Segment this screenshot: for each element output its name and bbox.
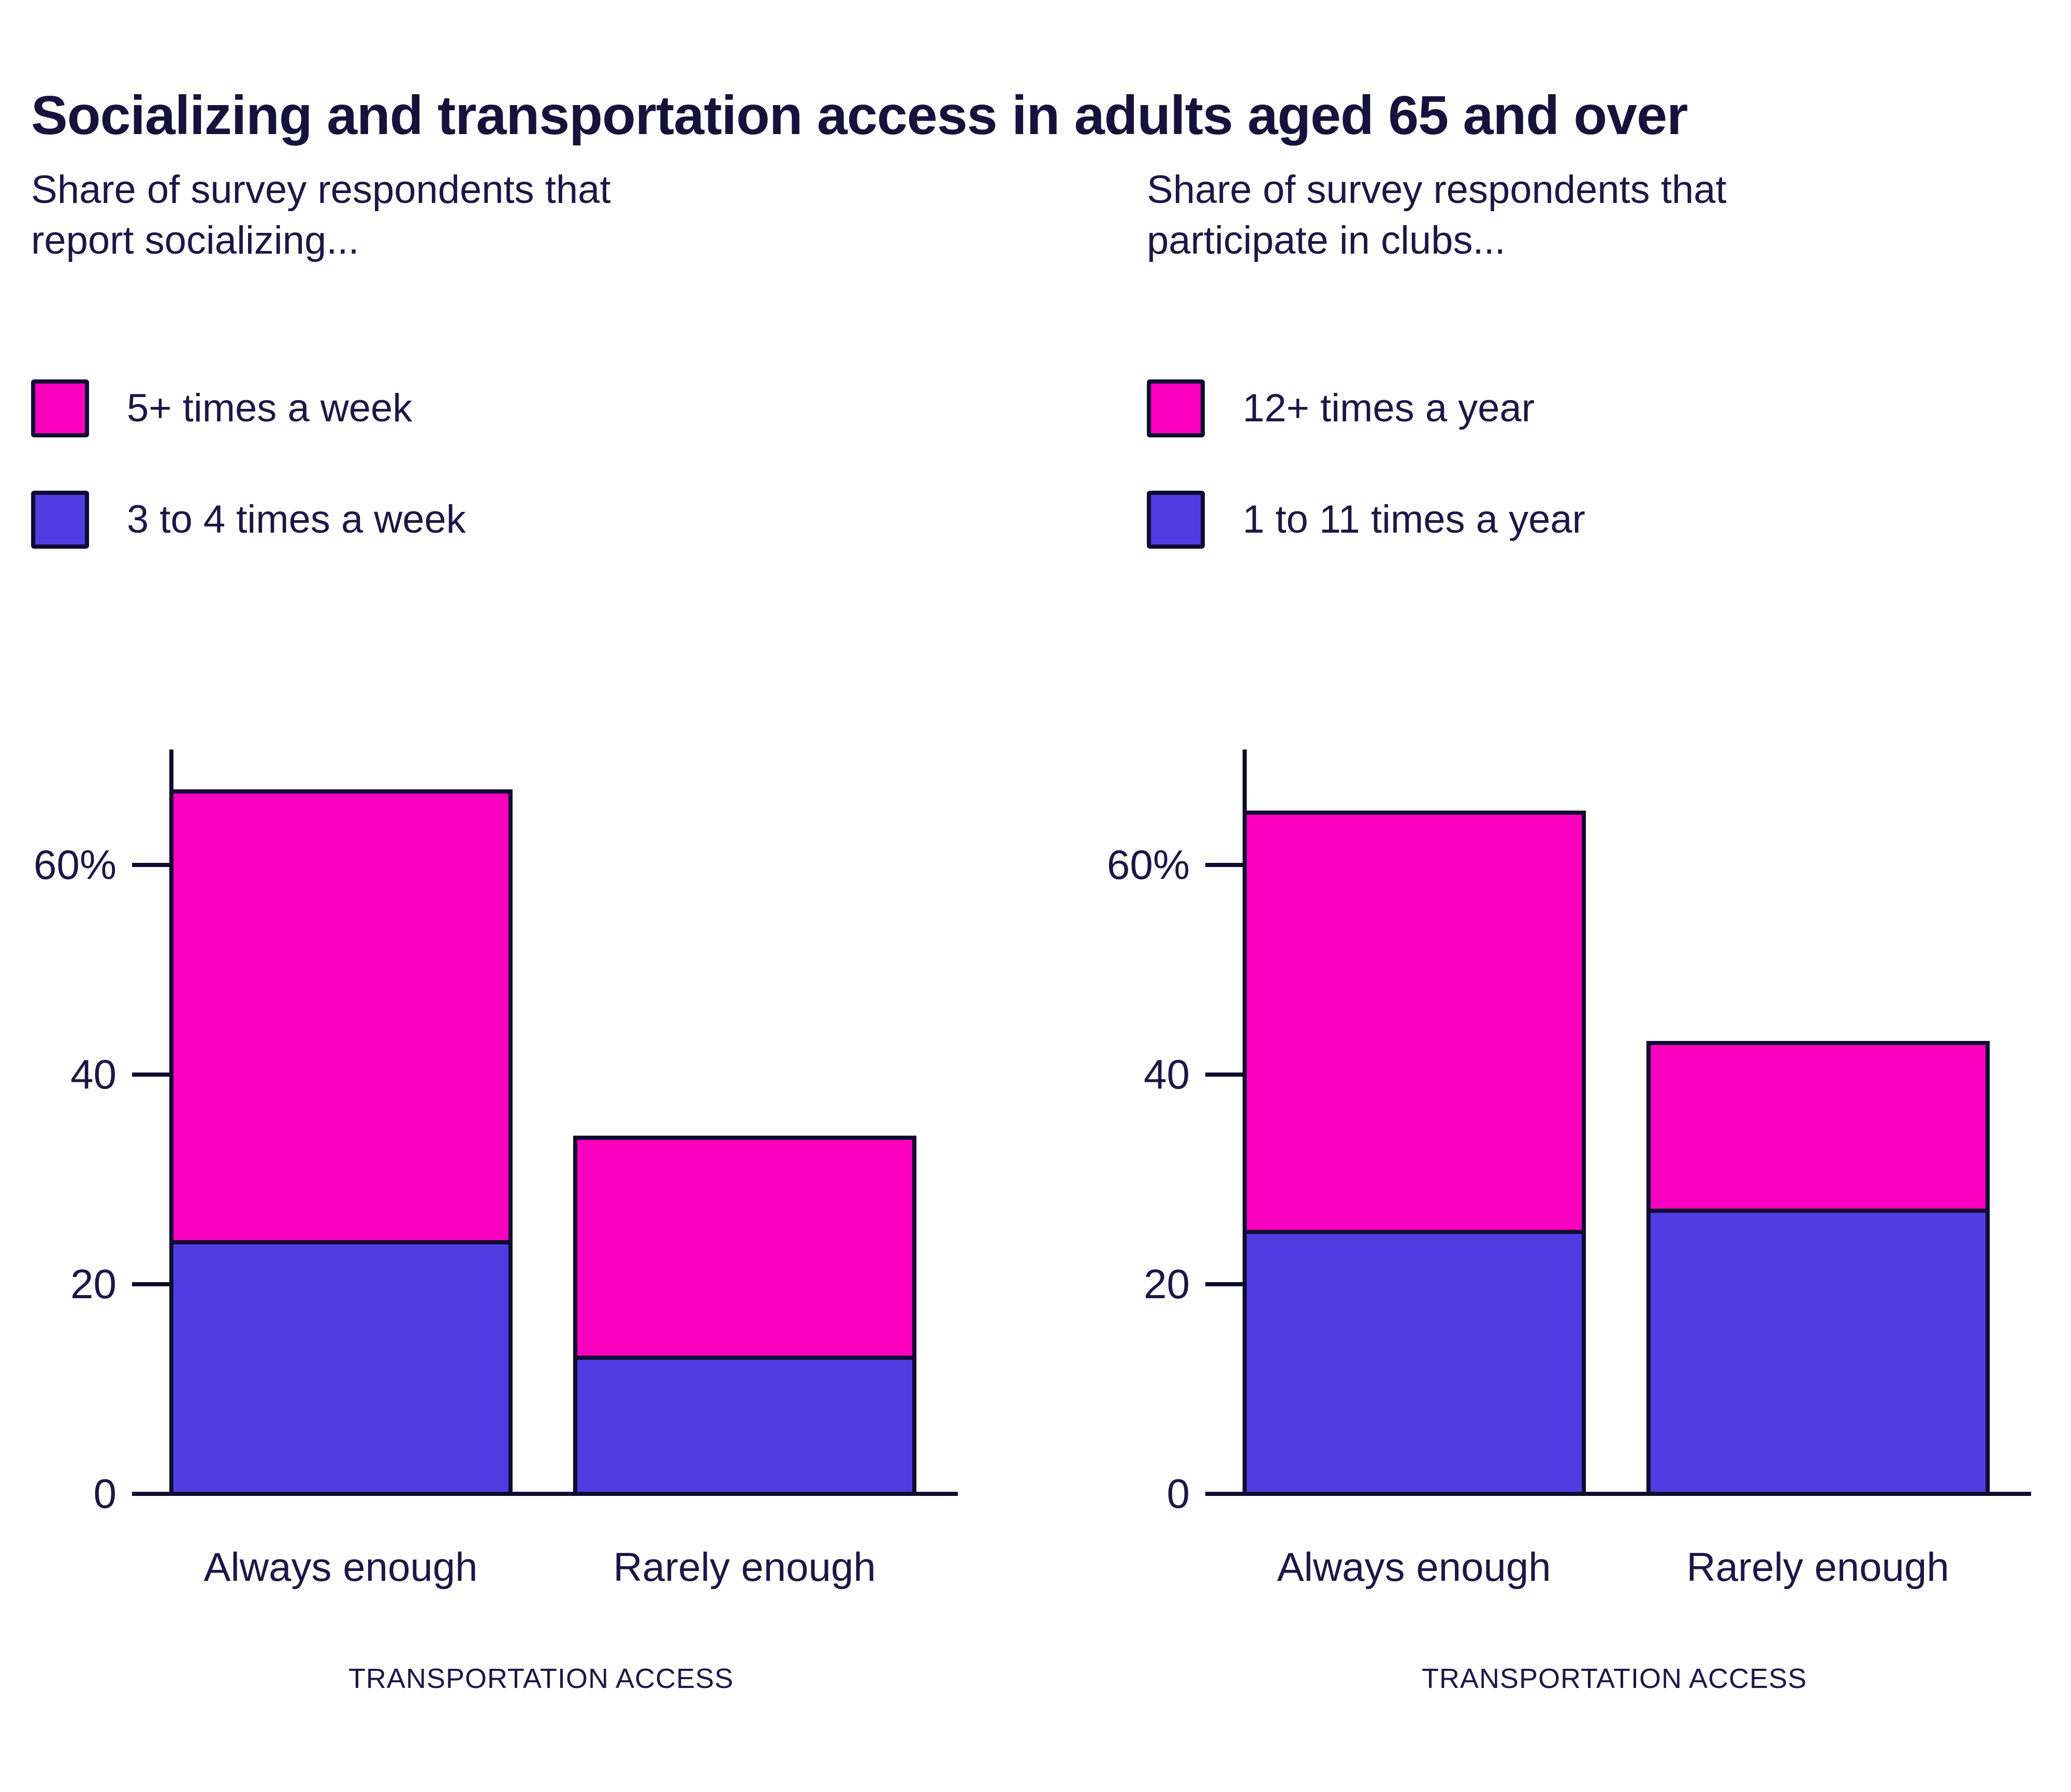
bar-segment-lower [173, 1240, 508, 1492]
y-tick-label: 20 [70, 1261, 116, 1307]
legend-swatch-pink [1147, 379, 1205, 437]
legend-swatch-blue [1147, 491, 1205, 549]
y-tick-40 [132, 1073, 169, 1077]
subtitle-line: Share of survey respondents that [31, 168, 611, 212]
y-tick-label: 60% [33, 842, 116, 888]
x-axis-line [1205, 1492, 2031, 1496]
y-tick-label: 40 [1144, 1051, 1190, 1097]
x-axis-caption: TRANSPORTATION ACCESS [1421, 1663, 1807, 1694]
bar-always-enough [169, 789, 513, 1496]
legend-label: 5+ times a week [127, 386, 413, 430]
x-category-label: Always enough [1277, 1544, 1551, 1590]
legend-swatch-pink [31, 379, 89, 437]
subtitle-line: report socializing... [31, 218, 359, 262]
y-tick-label: 40 [70, 1051, 116, 1097]
bar-rarely-enough [1646, 1041, 1990, 1496]
legend-label: 3 to 4 times a week [127, 497, 466, 541]
page-title: Socializing and transportation access in… [31, 85, 1688, 146]
clubs-bar-chart: 60% 40 20 0 Always enough Rarely enough … [1104, 745, 2047, 1729]
y-tick-40 [1205, 1073, 1243, 1077]
subtitle-line: participate in clubs... [1147, 218, 1506, 262]
y-tick-20 [132, 1282, 169, 1286]
y-tick-label: 20 [1144, 1261, 1190, 1307]
bar-always-enough [1243, 810, 1586, 1496]
bar-rarely-enough [573, 1135, 916, 1496]
y-tick-label: 0 [93, 1471, 117, 1517]
y-tick-60 [1205, 863, 1243, 867]
x-axis-caption: TRANSPORTATION ACCESS [348, 1663, 734, 1694]
bar-segment-lower [1247, 1229, 1582, 1492]
y-tick-label: 0 [1166, 1471, 1190, 1517]
y-tick-label: 60% [1106, 842, 1190, 888]
x-category-label: Rarely enough [1686, 1544, 1949, 1590]
x-category-label: Always enough [203, 1544, 478, 1590]
x-axis-line [132, 1492, 958, 1496]
legend-label: 12+ times a year [1243, 386, 1535, 430]
x-category-label: Rarely enough [613, 1544, 876, 1590]
socializing-bar-chart: 60% 40 20 0 Always enough Rarely enough … [31, 745, 973, 1729]
legend-swatch-blue [31, 491, 89, 549]
y-tick-20 [1205, 1282, 1243, 1286]
legend-label: 1 to 11 times a year [1243, 497, 1585, 541]
socializing-subtitle: Share of survey respondents that report … [31, 165, 611, 266]
bar-segment-lower [1651, 1209, 1986, 1492]
subtitle-line: Share of survey respondents that [1147, 168, 1727, 212]
bar-segment-lower [577, 1355, 912, 1492]
y-tick-60 [132, 863, 169, 867]
clubs-subtitle: Share of survey respondents that partici… [1147, 165, 1727, 266]
